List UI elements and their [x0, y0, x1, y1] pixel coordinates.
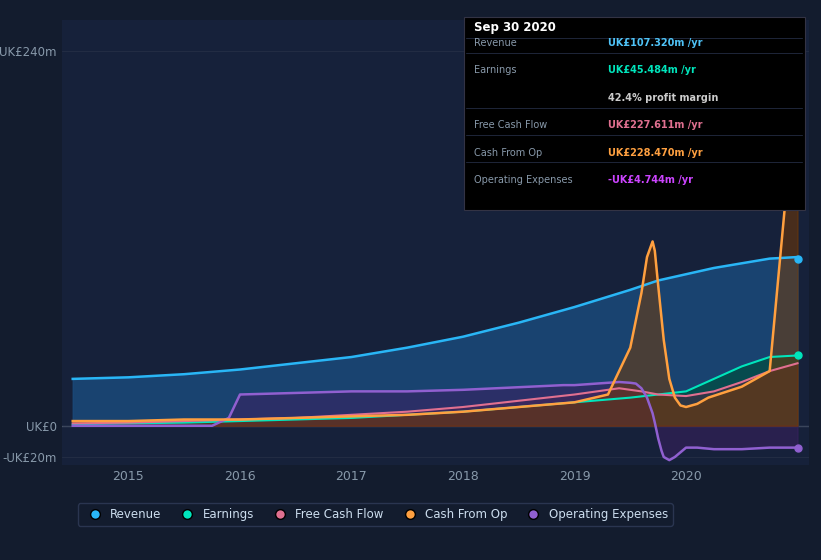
Text: Revenue: Revenue — [474, 38, 516, 48]
Text: Sep 30 2020: Sep 30 2020 — [474, 21, 556, 34]
Legend: Revenue, Earnings, Free Cash Flow, Cash From Op, Operating Expenses: Revenue, Earnings, Free Cash Flow, Cash … — [78, 503, 672, 526]
Text: UK£228.470m /yr: UK£228.470m /yr — [608, 148, 702, 158]
Text: 42.4% profit margin: 42.4% profit margin — [608, 93, 718, 103]
Text: UK£45.484m /yr: UK£45.484m /yr — [608, 66, 695, 76]
Text: Operating Expenses: Operating Expenses — [474, 175, 572, 185]
Text: -UK£4.744m /yr: -UK£4.744m /yr — [608, 175, 693, 185]
Text: Free Cash Flow: Free Cash Flow — [474, 120, 547, 130]
Text: UK£107.320m /yr: UK£107.320m /yr — [608, 38, 702, 48]
Text: Cash From Op: Cash From Op — [474, 148, 542, 158]
Text: Earnings: Earnings — [474, 66, 516, 76]
Text: UK£227.611m /yr: UK£227.611m /yr — [608, 120, 702, 130]
